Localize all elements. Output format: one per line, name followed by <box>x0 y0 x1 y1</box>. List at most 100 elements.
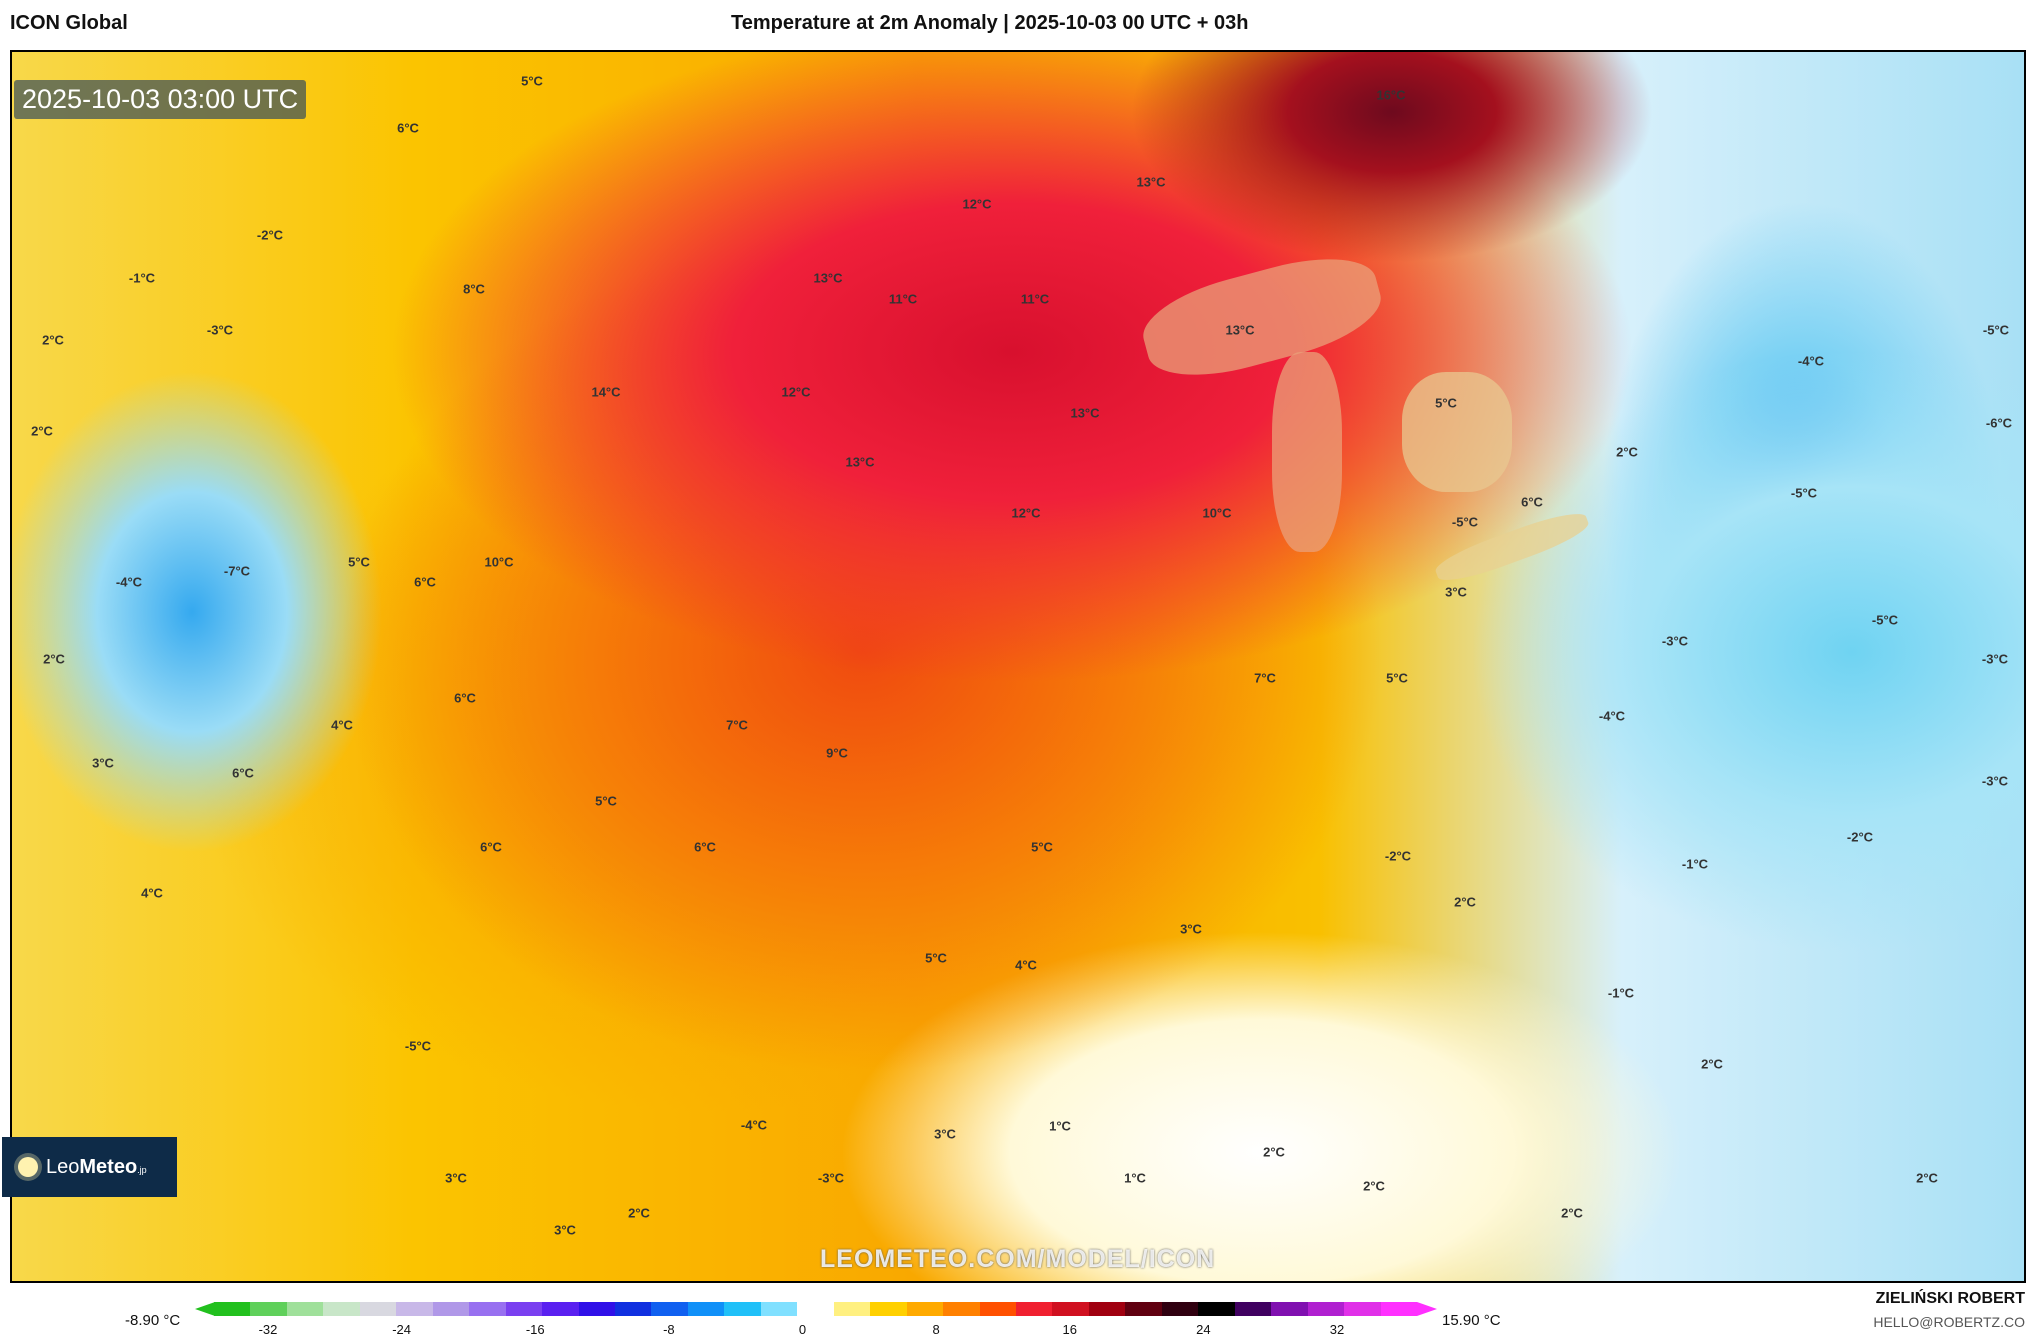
temperature-label: 3°C <box>1445 584 1467 600</box>
temperature-label: -5°C <box>404 1038 432 1054</box>
temperature-label: 2°C <box>1616 444 1638 460</box>
colorbar-segment <box>505 1302 543 1316</box>
logo-text-bold: Meteo <box>79 1155 138 1178</box>
colorbar-segment <box>724 1302 761 1316</box>
temperature-label: -7°C <box>223 563 251 579</box>
colorbar-segment <box>979 1302 1016 1316</box>
temperature-label: -3°C <box>206 322 234 338</box>
colorbar-segment <box>214 1302 251 1316</box>
valid-time-stamp: 2025-10-03 03:00 UTC <box>14 80 307 119</box>
temperature-label: 3°C <box>1180 921 1202 937</box>
colorbar-segment <box>651 1302 688 1316</box>
temperature-label: 5°C <box>1435 395 1457 411</box>
colorbar-segment <box>286 1302 324 1316</box>
colorbar-segment <box>833 1302 871 1316</box>
temperature-label: 4°C <box>1015 957 1037 973</box>
colorbar-segment <box>359 1302 397 1316</box>
colorbar-segment <box>943 1302 980 1316</box>
colorbar-right-arrow <box>1417 1302 1437 1316</box>
temperature-label: 13°C <box>1136 174 1166 190</box>
temperature-label: -3°C <box>1661 633 1689 649</box>
colorbar-segment <box>687 1302 725 1316</box>
temperature-label: 14°C <box>591 384 621 400</box>
temperature-label: 6°C <box>397 120 419 136</box>
temperature-label: 3°C <box>445 1170 467 1186</box>
temperature-label: 4°C <box>331 717 353 733</box>
temperature-label: -3°C <box>1981 651 2009 667</box>
colorbar-max-label: 15.90 °C <box>1442 1312 1501 1329</box>
temperature-label: -3°C <box>1981 773 2009 789</box>
colorbar-tick-label: -32 <box>258 1322 278 1337</box>
temperature-label: -2°C <box>1384 848 1412 864</box>
temperature-label: 13°C <box>813 270 843 286</box>
temperature-label: -5°C <box>1451 514 1479 530</box>
temperature-label: -4°C <box>1598 708 1626 724</box>
colorbar-segment <box>1307 1302 1345 1316</box>
colorbar-segment <box>250 1302 287 1316</box>
temperature-label: 7°C <box>726 717 748 733</box>
colorbar-segment <box>760 1302 798 1316</box>
temperature-label: 2°C <box>628 1205 650 1221</box>
colorbar-segment <box>1015 1302 1053 1316</box>
colorbar-segment <box>1161 1302 1199 1316</box>
model-name: ICON Global <box>10 12 128 34</box>
colorbar-segment <box>578 1302 615 1316</box>
temperature-label: 2°C <box>1263 1144 1285 1160</box>
temperature-label: -4°C <box>1797 353 1825 369</box>
colorbar-left-arrow <box>195 1302 215 1316</box>
temperature-label: 5°C <box>595 793 617 809</box>
colorbar-segment <box>469 1302 506 1316</box>
colorbar-segment <box>1198 1302 1235 1316</box>
temperature-label: 6°C <box>232 765 254 781</box>
temperature-label: 6°C <box>480 839 502 855</box>
temperature-label: -6°C <box>1985 415 2013 431</box>
colorbar-tick-label: 8 <box>932 1322 940 1337</box>
colorbar-tick-label: 24 <box>1196 1322 1211 1337</box>
colorbar-segment <box>1088 1302 1126 1316</box>
temperature-label: 12°C <box>962 196 992 212</box>
temperature-label: -5°C <box>1982 322 2010 338</box>
temperature-label: 11°C <box>888 291 918 307</box>
temperature-label: 5°C <box>1386 670 1408 686</box>
temperature-label: 5°C <box>1031 839 1053 855</box>
temperature-label: 1°C <box>1049 1118 1071 1134</box>
colorbar-tick-label: -16 <box>525 1322 545 1337</box>
leometeo-logo[interactable]: Leo Meteo .jp <box>2 1137 177 1197</box>
temperature-label: 2°C <box>1454 894 1476 910</box>
temperature-label: -2°C <box>1846 829 1874 845</box>
author-email: HELLO@ROBERTZ.CO <box>1873 1314 2025 1330</box>
temperature-label: 6°C <box>454 690 476 706</box>
temperature-label: -3°C <box>817 1170 845 1186</box>
colorbar-segment <box>1344 1302 1381 1316</box>
temperature-label: -4°C <box>740 1117 768 1133</box>
temperature-label: 6°C <box>1521 494 1543 510</box>
colorbar-segment <box>1234 1302 1272 1316</box>
temperature-label: -4°C <box>115 574 143 590</box>
temperature-label: 13°C <box>845 454 875 470</box>
colorbar-tick-label: 16 <box>1062 1322 1077 1337</box>
temperature-label: 9°C <box>826 745 848 761</box>
colorbar-segment <box>1052 1302 1089 1316</box>
temperature-label: 12°C <box>781 384 811 400</box>
colorbar <box>214 1302 1417 1316</box>
temperature-label: 3°C <box>934 1126 956 1142</box>
temperature-label: 5°C <box>925 950 947 966</box>
temperature-label: 16°C <box>1376 87 1406 103</box>
colorbar-segment <box>1380 1302 1417 1316</box>
temperature-label: 4°C <box>141 885 163 901</box>
colorbar-min-label: -8.90 °C <box>125 1312 181 1329</box>
temperature-label: 12°C <box>1011 505 1041 521</box>
temperature-label: 2°C <box>31 423 53 439</box>
colorbar-tick-label: 32 <box>1329 1322 1345 1337</box>
colorbar-tick-label: -8 <box>663 1322 675 1337</box>
temperature-label: 2°C <box>1916 1170 1938 1186</box>
logo-text-light: Leo <box>46 1155 80 1178</box>
temperature-label: 11°C <box>1020 291 1050 307</box>
temperature-label: 5°C <box>348 554 370 570</box>
temperature-label: 2°C <box>42 332 64 348</box>
temperature-label: 10°C <box>484 554 514 570</box>
temperature-anomaly-map[interactable]: 5°C 6°C 16°C 13°C 12°C -2°C -1°C 8°C 13°C 11°C 11°… <box>10 50 2026 1283</box>
temperature-label: 10°C <box>1202 505 1232 521</box>
temperature-label: 13°C <box>1070 405 1100 421</box>
colorbar-segment <box>396 1302 433 1316</box>
